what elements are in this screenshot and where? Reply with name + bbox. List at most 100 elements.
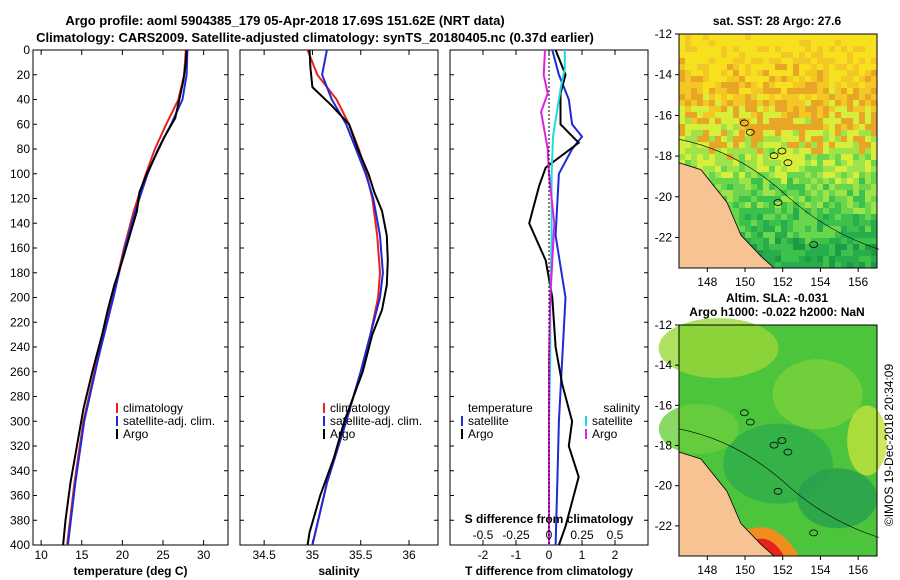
sst-cell (799, 166, 805, 172)
sst-cell (865, 244, 871, 250)
sst-cell (859, 118, 865, 124)
sst-cell (685, 160, 691, 166)
sst-cell (751, 34, 757, 40)
y-tick-label: 240 (10, 340, 30, 354)
sst-cell (829, 46, 835, 52)
island-outline (773, 487, 783, 495)
sst-cell (703, 52, 709, 58)
sst-cell (745, 154, 751, 160)
sst-cell (787, 76, 793, 82)
sst-cell (763, 220, 769, 226)
sst-cell (769, 190, 775, 196)
sst-cell (859, 94, 865, 100)
sst-cell (847, 76, 853, 82)
sst-cell (751, 220, 757, 226)
sst-cell (745, 100, 751, 106)
sst-cell (865, 214, 871, 220)
sst-cell (679, 76, 685, 82)
island-outline (773, 199, 783, 206)
sst-cell (745, 64, 751, 70)
sst-cell (775, 130, 781, 136)
sst-cell (829, 100, 835, 106)
sst-cell (805, 214, 811, 220)
sst-cell (799, 100, 805, 106)
sst-cell (787, 70, 793, 76)
sst-cell (799, 112, 805, 118)
sst-cell (841, 118, 847, 124)
sst-cell (727, 82, 733, 88)
sst-cell (697, 52, 703, 58)
sst-cell (721, 64, 727, 70)
sst-cell (805, 184, 811, 190)
sst-cell (799, 64, 805, 70)
sst-cell (697, 88, 703, 94)
sst-cell (871, 196, 877, 202)
sst-cell (697, 46, 703, 52)
sst-cell (751, 208, 757, 214)
sst-cell (715, 58, 721, 64)
sst-cell (703, 124, 709, 130)
sst-cell (739, 40, 745, 46)
sst-cell (853, 202, 859, 208)
sst-cell (679, 52, 685, 58)
sst-cell (865, 196, 871, 202)
sst-cell (739, 178, 745, 184)
sst-cell (799, 82, 805, 88)
sst-cell (787, 232, 793, 238)
sst-cell (763, 100, 769, 106)
legend-title-salinity: salinity (603, 401, 640, 415)
sst-cell (757, 184, 763, 190)
sst-cell (751, 70, 757, 76)
plot-frame (239, 49, 439, 546)
sst-cell (793, 40, 799, 46)
sst-cell (829, 58, 835, 64)
sst-cell (679, 64, 685, 70)
sst-cell (709, 178, 715, 184)
sst-cell (799, 76, 805, 82)
x-tick-label: 25 (156, 548, 170, 562)
sst-cell (847, 220, 853, 226)
footer-credit: ©IMOS 19-Dec-2018 20:34:09 (882, 364, 896, 527)
y-tick-label: 400 (10, 538, 30, 552)
sst-cell (679, 82, 685, 88)
sst-cell (721, 148, 727, 154)
sst-cell (745, 130, 751, 136)
sst-cell (763, 208, 769, 214)
sst-cell (715, 154, 721, 160)
island-outline (783, 159, 793, 167)
sst-cell (847, 190, 853, 196)
sst-cell (865, 52, 871, 58)
sst-cell (817, 136, 823, 142)
sst-cell (727, 52, 733, 58)
sst-cell (757, 238, 763, 244)
sst-cell (715, 142, 721, 148)
sst-cell (733, 130, 739, 136)
sst-cell (871, 112, 877, 118)
sst-cell (847, 124, 853, 130)
sst-cell (853, 34, 859, 40)
sst-cell (865, 88, 871, 94)
sst-cell (769, 244, 775, 250)
sst-cell (853, 244, 859, 250)
sst-cell (811, 148, 817, 154)
sst-cell (859, 202, 865, 208)
sst-cell (775, 166, 781, 172)
sst-cell (865, 94, 871, 100)
sst-cell (721, 46, 727, 52)
sst-cell (799, 148, 805, 154)
sst-cell (871, 178, 877, 184)
sst-cell (733, 196, 739, 202)
sst-cell (787, 106, 793, 112)
sst-cell (841, 214, 847, 220)
sst-cell (709, 46, 715, 52)
sst-cell (703, 106, 709, 112)
sst-cell (865, 148, 871, 154)
sst-cell (715, 100, 721, 106)
sst-cell (835, 172, 841, 178)
sst-cell (811, 112, 817, 118)
sst-cell (847, 82, 853, 88)
sst-cell (835, 166, 841, 172)
sst-cell (841, 244, 847, 250)
map-x-tick-label: 148 (697, 275, 717, 289)
sst-cell (733, 214, 739, 220)
